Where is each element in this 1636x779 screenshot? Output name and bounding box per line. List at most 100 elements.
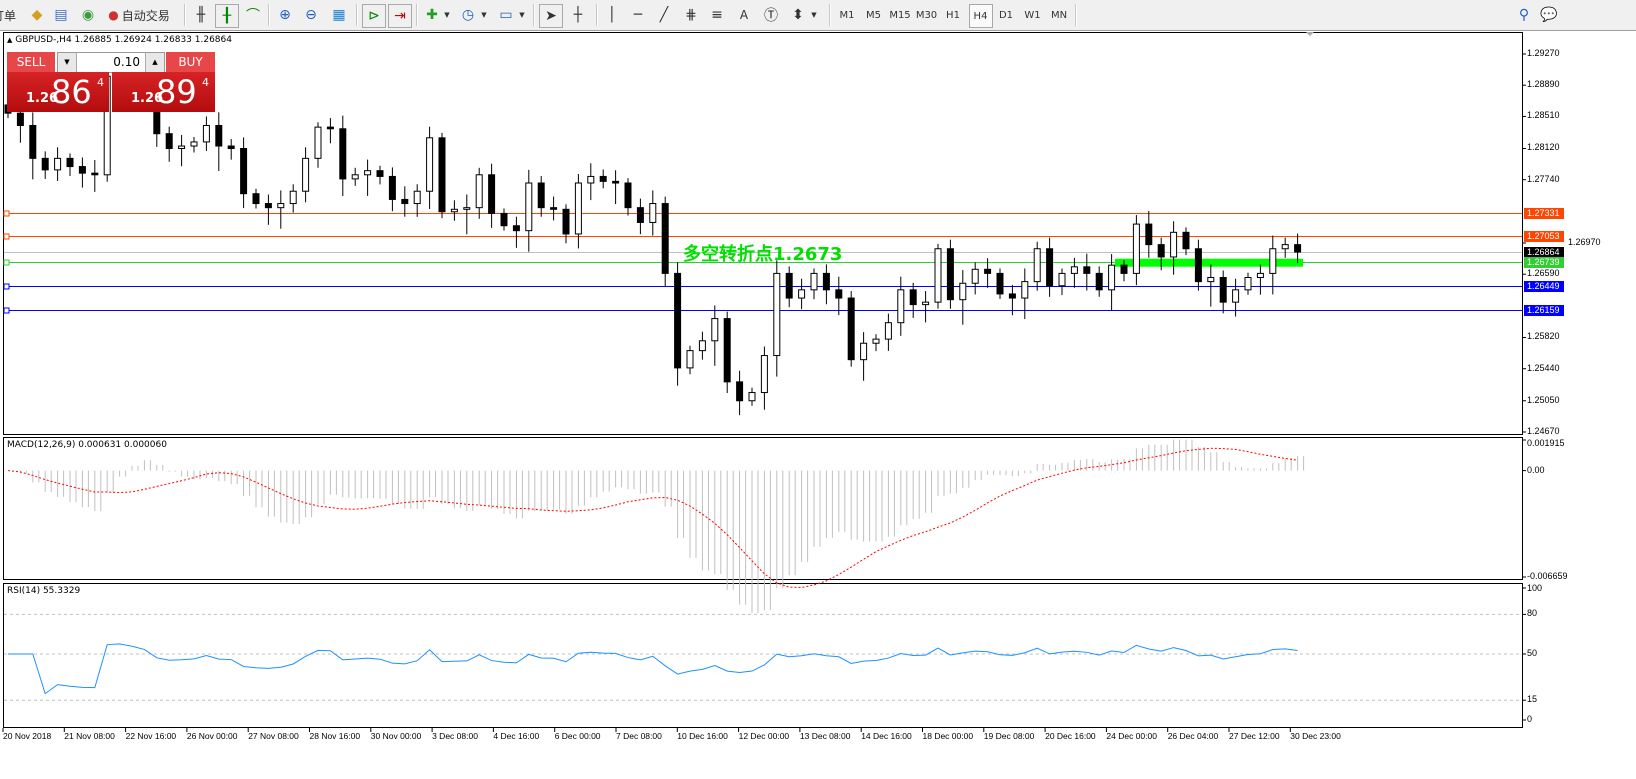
price-tick-label: 1.25820: [1527, 331, 1560, 342]
line-chart-icon[interactable]: ⌒: [246, 8, 260, 24]
candle-bear: [215, 124, 223, 147]
autoscroll-icon[interactable]: ⇥: [388, 4, 412, 28]
sell-price[interactable]: 1.26 86 4: [7, 72, 109, 112]
chart-shift-marker-icon: [1306, 32, 1314, 36]
candle-bull: [413, 190, 421, 205]
candle-bull: [302, 157, 310, 192]
candle-bear: [227, 145, 235, 149]
periods-dropdown-icon[interactable]: ▼: [481, 11, 487, 19]
candle-bull: [860, 342, 868, 361]
candle-bull: [1281, 244, 1289, 250]
timeframe-m30[interactable]: M30: [915, 9, 938, 21]
candle-bear: [66, 157, 74, 168]
periods-icon[interactable]: ◷: [461, 7, 475, 23]
sell-button[interactable]: SELL: [7, 52, 55, 73]
price-tick-label: 1.28510: [1527, 110, 1560, 121]
indicators-icon[interactable]: ✚: [426, 7, 438, 23]
templates-dropdown-icon[interactable]: ▼: [519, 11, 525, 19]
candle-bull: [686, 350, 694, 369]
candle-bear: [78, 166, 86, 174]
market-watch-icon[interactable]: ▤: [54, 7, 68, 23]
search-icon[interactable]: ⚲: [1518, 7, 1530, 23]
signal-icon[interactable]: ◉: [81, 7, 95, 23]
candle-bear: [339, 128, 347, 180]
timeframe-w1[interactable]: W1: [1024, 9, 1041, 21]
candle-bull: [649, 203, 657, 223]
buy-price[interactable]: 1.26 89 4: [112, 72, 215, 112]
price-level-tag[interactable]: 1.27053: [1524, 231, 1564, 242]
price-level-tag[interactable]: 1.26739: [1524, 257, 1564, 268]
trendline-icon[interactable]: ╱: [659, 7, 669, 23]
arrows-icon[interactable]: ⬍: [792, 7, 804, 23]
text-icon[interactable]: A: [739, 8, 749, 22]
timeframe-m15[interactable]: M15: [889, 9, 911, 21]
candle-bear: [624, 182, 632, 209]
candle-bear: [1182, 231, 1190, 250]
timeframe-h4[interactable]: H4: [968, 4, 993, 28]
price-tick-label: 1.27740: [1527, 173, 1560, 184]
horizontal-line-icon[interactable]: ─: [633, 7, 643, 23]
price-tick-label: 1.28890: [1527, 79, 1560, 90]
buy-button[interactable]: BUY: [166, 52, 215, 73]
price-level-tag[interactable]: 1.26864: [1524, 247, 1564, 258]
lot-size-input[interactable]: 0.10: [113, 55, 140, 69]
fibo-fan-icon[interactable]: ≡: [711, 7, 723, 23]
sell-price-fraction: 4: [97, 76, 104, 89]
tile-windows-icon[interactable]: ▦: [332, 7, 346, 23]
time-label: 6 Dec 00:00: [554, 731, 601, 741]
new-order-button[interactable]: 订单: [0, 8, 17, 23]
bar-chart-icon[interactable]: ╫: [196, 7, 206, 23]
arrows-dropdown-icon[interactable]: ▼: [811, 11, 817, 19]
folder-icon[interactable]: ◆: [31, 7, 43, 23]
price-level-tag[interactable]: 1.26159: [1524, 305, 1564, 316]
chart-shift-icon[interactable]: ⊳: [362, 4, 386, 28]
lot-size-stepper[interactable]: ▼ 0.10 ▲: [57, 52, 165, 73]
candle-bear: [822, 272, 830, 291]
lot-decrease-button[interactable]: ▼: [58, 53, 77, 72]
collapse-triangle-icon[interactable]: ▲: [7, 36, 13, 44]
candle-bear: [1008, 293, 1016, 299]
candle-bull: [884, 322, 892, 340]
price-tick-label: 1.25440: [1527, 362, 1560, 373]
time-label: 7 Dec 08:00: [616, 731, 662, 741]
price-level-tag[interactable]: 1.26449: [1524, 281, 1564, 292]
community-icon[interactable]: 💬: [1540, 7, 1558, 23]
lot-increase-button[interactable]: ▲: [145, 53, 164, 72]
crosshair-icon[interactable]: ┼: [573, 7, 583, 23]
cursor-icon[interactable]: ➤: [539, 4, 563, 28]
timeframe-m1[interactable]: M1: [839, 9, 855, 21]
rsi-tick-label: 15: [1527, 694, 1538, 705]
timeframe-mn[interactable]: MN: [1050, 9, 1068, 21]
candle-bull: [1269, 248, 1277, 274]
candle-bear: [661, 203, 669, 274]
price-tick-label: 1.24670: [1527, 425, 1560, 436]
vertical-line-icon[interactable]: │: [607, 7, 617, 23]
price-level-tag[interactable]: 1.27331: [1524, 208, 1564, 219]
zoom-in-icon[interactable]: ⊕: [279, 7, 291, 23]
candle-bear: [847, 297, 855, 361]
candle-bull: [1256, 272, 1264, 279]
candlestick-icon[interactable]: ╂: [215, 4, 239, 28]
candle-bear: [785, 272, 793, 299]
timeframe-d1[interactable]: D1: [998, 9, 1014, 21]
templates-icon[interactable]: ▭: [499, 7, 513, 23]
candle-bear: [1157, 244, 1165, 258]
candle-bull: [1058, 272, 1066, 287]
text-label-icon[interactable]: Ⓣ: [764, 8, 778, 24]
zoom-out-icon[interactable]: ⊖: [305, 7, 317, 23]
candle-bear: [401, 198, 409, 205]
candle-bear: [562, 208, 570, 235]
time-label: 22 Nov 16:00: [125, 731, 177, 741]
time-label: 3 Dec 08:00: [432, 731, 478, 741]
timeframe-m5[interactable]: M5: [866, 9, 881, 21]
timeframe-h1[interactable]: H1: [946, 9, 960, 21]
candle-bull: [351, 174, 359, 180]
candle-bull: [450, 208, 458, 213]
indicators-dropdown-icon[interactable]: ▼: [444, 11, 450, 19]
autotrade-button[interactable]: ● 自动交易: [104, 4, 174, 26]
candle-bear: [909, 289, 917, 306]
candle-bull: [587, 175, 595, 184]
pivot-annotation[interactable]: 多空转折点1.2673: [683, 244, 843, 265]
fibonacci-icon[interactable]: ⋕: [685, 7, 697, 23]
